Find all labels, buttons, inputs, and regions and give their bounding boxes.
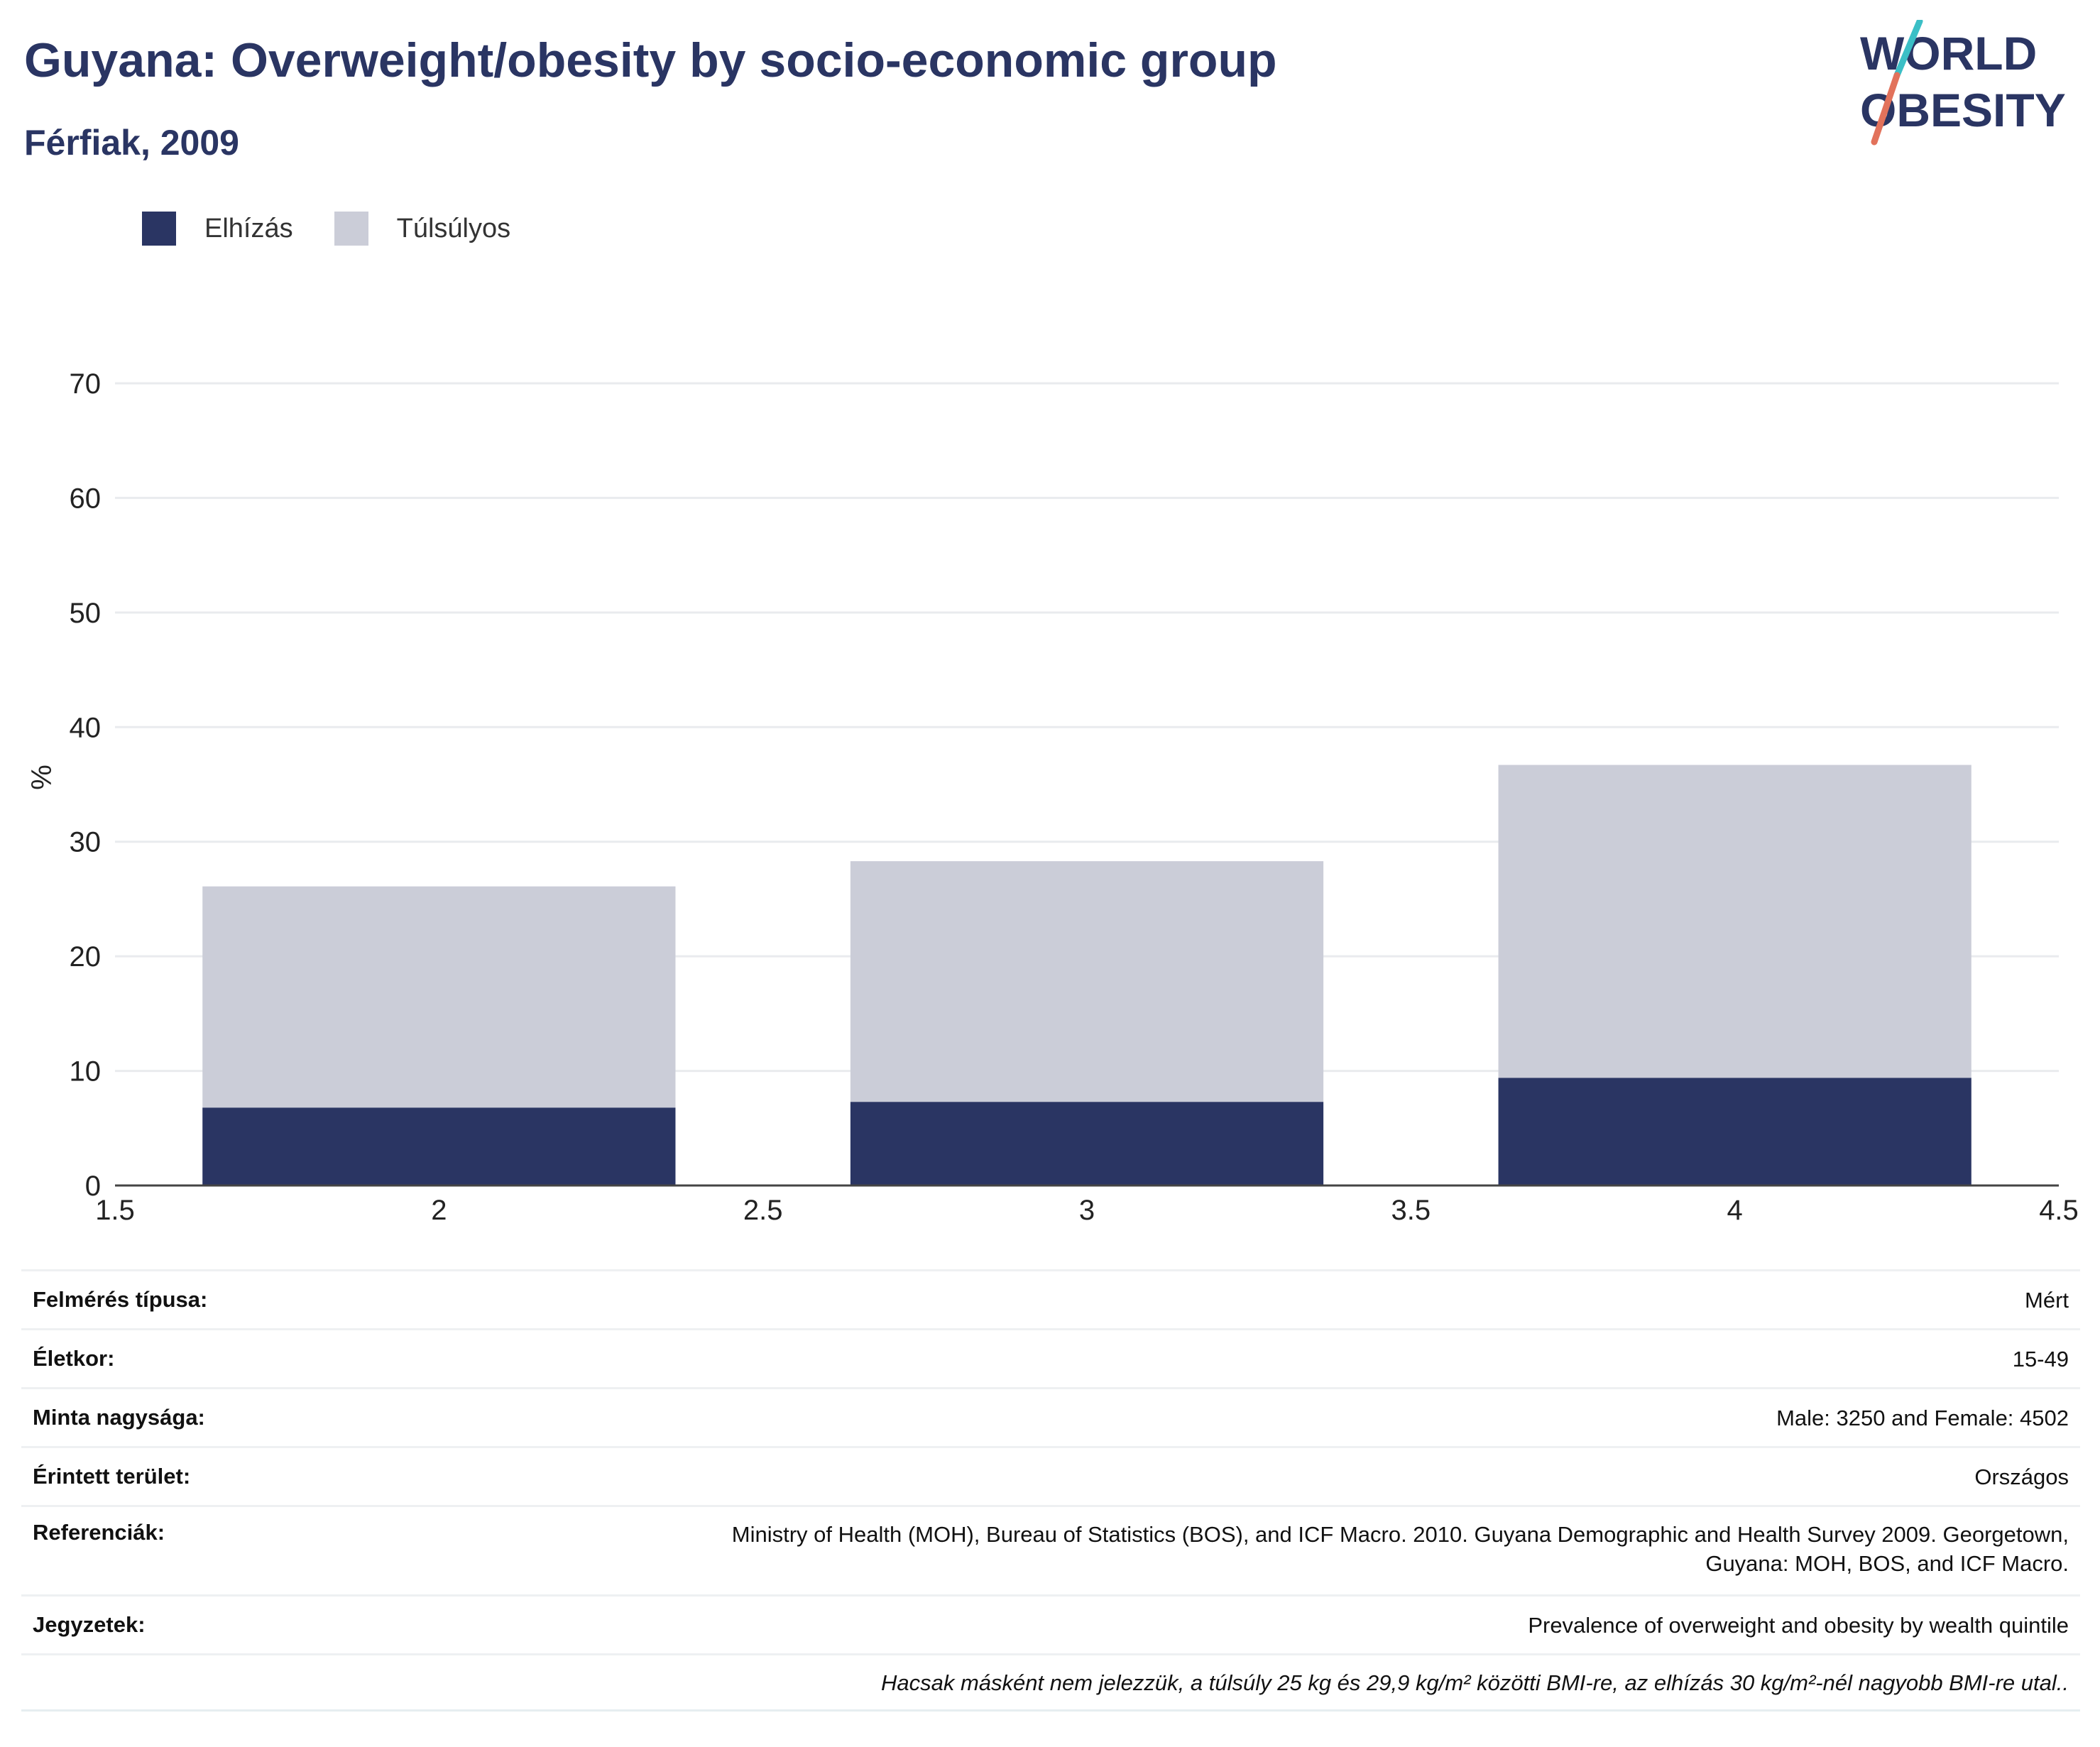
info-value: Male: 3250 and Female: 4502 (1776, 1405, 2069, 1430)
bar-obesity (202, 1107, 676, 1185)
bar-obesity (1498, 1078, 1972, 1185)
legend-swatch-obesity (142, 212, 176, 246)
x-tick-labels: 1.5 2 2.5 3 3.5 4 4.5 (95, 1195, 2079, 1226)
info-row-area: Érintett terület: Országos (21, 1446, 2080, 1505)
bar-overweight (850, 861, 1324, 1102)
info-value: Mért (2025, 1287, 2069, 1313)
y-tick-label: 70 (70, 368, 102, 400)
info-row-references: Referenciák: Ministry of Health (MOH), B… (21, 1505, 2080, 1594)
y-tick-label: 30 (70, 827, 102, 858)
info-value: Ministry of Health (MOH), Bureau of Stat… (732, 1520, 2069, 1578)
info-label: Jegyzetek: (33, 1612, 146, 1637)
bar-obesity (850, 1102, 1324, 1185)
logo-line-1: WORLD (1860, 27, 2037, 80)
info-label: Érintett terület: (33, 1464, 191, 1489)
info-value: 15-49 (2012, 1346, 2069, 1371)
info-row-age: Életkor: 15-49 (21, 1328, 2080, 1387)
info-value: Prevalence of overweight and obesity by … (1528, 1612, 2069, 1638)
legend-item-obesity[interactable]: Elhízás (142, 212, 293, 246)
legend-label-obesity: Elhízás (204, 213, 293, 243)
y-tick-label: 10 (70, 1056, 102, 1088)
y-tick-label: 60 (70, 483, 102, 514)
x-tick-label: 1.5 (95, 1195, 135, 1226)
legend-item-overweight[interactable]: Túlsúlyos (334, 212, 511, 246)
info-value: Országos (1974, 1464, 2069, 1489)
chart-legend: Elhízás Túlsúlyos (142, 212, 552, 246)
x-tick-label: 3.5 (1391, 1195, 1431, 1226)
y-tick-label: 0 (85, 1171, 101, 1202)
x-tick-label: 4.5 (2039, 1195, 2079, 1226)
bars (115, 765, 2059, 1187)
logo-slash-bottom (1871, 72, 1901, 146)
info-row-footnote: Hacsak másként nem jelezzük, a túlsúly 2… (21, 1653, 2080, 1712)
x-tick-label: 2 (431, 1195, 447, 1226)
page-title: Guyana: Overweight/obesity by socio-econ… (24, 33, 1277, 87)
y-tick-label: 50 (70, 598, 102, 629)
info-label: Életkor: (33, 1346, 115, 1371)
world-obesity-logo: WORLD OBESITY (1860, 20, 2066, 146)
info-label: Minta nagysága: (33, 1405, 205, 1430)
x-tick-label: 2.5 (743, 1195, 783, 1226)
footnote-text: Hacsak másként nem jelezzük, a túlsúly 2… (881, 1670, 2069, 1695)
info-label: Referenciák: (33, 1520, 165, 1545)
stacked-bar-chart: 0 10 20 30 40 50 60 70 1.5 2 2.5 3 3.5 4 4.5 % (26, 368, 2079, 1226)
bar-overweight (202, 886, 676, 1108)
reference-line-2: Guyana: MOH, BOS, and ICF Macro. (1705, 1551, 2069, 1576)
x-tick-label: 4 (1727, 1195, 1743, 1226)
legend-label-overweight: Túlsúlyos (396, 213, 511, 243)
info-row-notes: Jegyzetek: Prevalence of overweight and … (21, 1594, 2080, 1653)
legend-swatch-overweight (334, 212, 368, 246)
y-tick-label: 20 (70, 941, 102, 973)
reference-line-1: Ministry of Health (MOH), Bureau of Stat… (731, 1522, 2069, 1547)
y-tick-label: 40 (70, 712, 102, 743)
y-axis-label: % (26, 765, 58, 790)
page-subtitle: Férfiak, 2009 (24, 123, 239, 163)
x-tick-label: 3 (1079, 1195, 1095, 1226)
survey-info-table: Felmérés típusa: Mért Életkor: 15-49 Min… (21, 1269, 2080, 1712)
info-label: Felmérés típusa: (33, 1287, 208, 1312)
logo-slash-top (1893, 20, 1923, 79)
bar-overweight (1498, 765, 1972, 1078)
y-tick-labels: 0 10 20 30 40 50 60 70 (70, 368, 102, 1202)
info-row-survey-type: Felmérés típusa: Mért (21, 1269, 2080, 1328)
info-row-sample-size: Minta nagysága: Male: 3250 and Female: 4… (21, 1387, 2080, 1446)
